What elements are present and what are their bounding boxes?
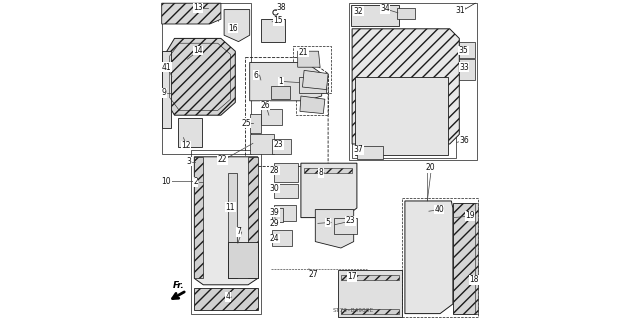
Polygon shape xyxy=(274,163,297,182)
Polygon shape xyxy=(224,10,250,42)
Polygon shape xyxy=(274,205,296,221)
Polygon shape xyxy=(250,134,274,154)
Text: 41: 41 xyxy=(162,63,171,72)
Text: 26: 26 xyxy=(261,101,270,110)
Polygon shape xyxy=(261,19,285,42)
Polygon shape xyxy=(272,208,283,222)
Polygon shape xyxy=(194,288,258,310)
Text: ST73-B4900E: ST73-B4900E xyxy=(333,308,374,313)
Text: 21: 21 xyxy=(299,48,308,57)
Text: 12: 12 xyxy=(181,141,190,150)
Polygon shape xyxy=(248,157,258,278)
Polygon shape xyxy=(304,168,352,173)
Polygon shape xyxy=(194,157,258,285)
Polygon shape xyxy=(357,146,382,159)
Polygon shape xyxy=(228,242,258,278)
Text: 25: 25 xyxy=(241,119,251,128)
Text: 6: 6 xyxy=(254,71,259,80)
Text: 28: 28 xyxy=(270,166,280,175)
Text: 8: 8 xyxy=(318,168,323,177)
Text: 10: 10 xyxy=(162,177,171,186)
Polygon shape xyxy=(352,29,459,144)
Text: 24: 24 xyxy=(270,234,280,243)
Text: 3: 3 xyxy=(187,157,192,166)
Polygon shape xyxy=(459,59,475,80)
Text: 31: 31 xyxy=(455,6,465,15)
Polygon shape xyxy=(341,275,399,280)
Polygon shape xyxy=(338,270,402,317)
Polygon shape xyxy=(178,118,202,147)
Text: 27: 27 xyxy=(309,270,318,279)
Polygon shape xyxy=(297,51,320,67)
Polygon shape xyxy=(405,201,453,314)
Text: 40: 40 xyxy=(434,205,444,214)
Polygon shape xyxy=(315,210,354,248)
Text: 18: 18 xyxy=(469,276,478,284)
Text: 34: 34 xyxy=(380,4,390,13)
Polygon shape xyxy=(299,77,326,93)
Text: Fr.: Fr. xyxy=(173,281,184,290)
Text: 39: 39 xyxy=(270,208,280,217)
Text: 36: 36 xyxy=(459,136,469,145)
Text: 23: 23 xyxy=(346,216,355,225)
Polygon shape xyxy=(355,77,448,155)
Text: 9: 9 xyxy=(162,88,166,97)
Polygon shape xyxy=(334,218,357,234)
Polygon shape xyxy=(350,5,399,26)
Text: 5: 5 xyxy=(326,218,331,227)
Text: 13: 13 xyxy=(193,4,203,12)
Polygon shape xyxy=(228,173,237,278)
Text: 2: 2 xyxy=(193,177,198,186)
Polygon shape xyxy=(272,139,291,154)
Polygon shape xyxy=(341,309,399,314)
Text: 22: 22 xyxy=(218,156,227,164)
Text: 33: 33 xyxy=(459,63,469,72)
Polygon shape xyxy=(397,8,415,19)
Polygon shape xyxy=(261,109,282,125)
Polygon shape xyxy=(250,62,322,101)
Text: 1: 1 xyxy=(278,77,283,86)
Polygon shape xyxy=(459,42,475,58)
Text: 35: 35 xyxy=(459,46,468,55)
Polygon shape xyxy=(303,70,328,90)
Text: 17: 17 xyxy=(347,272,357,281)
Polygon shape xyxy=(300,96,325,114)
Text: 29: 29 xyxy=(270,220,280,228)
Text: 19: 19 xyxy=(465,212,475,220)
Polygon shape xyxy=(272,230,292,246)
Text: 23: 23 xyxy=(274,140,283,149)
Polygon shape xyxy=(162,51,171,128)
Text: 32: 32 xyxy=(354,7,363,16)
Text: 37: 37 xyxy=(354,145,364,154)
Text: 20: 20 xyxy=(426,164,435,172)
Polygon shape xyxy=(453,203,476,314)
Polygon shape xyxy=(301,163,357,218)
Text: 38: 38 xyxy=(277,4,287,12)
Polygon shape xyxy=(271,86,290,99)
Polygon shape xyxy=(274,184,297,198)
Text: 15: 15 xyxy=(274,16,283,25)
Polygon shape xyxy=(165,38,235,115)
Text: 16: 16 xyxy=(228,24,238,33)
Text: 14: 14 xyxy=(193,46,203,55)
Polygon shape xyxy=(250,114,261,133)
Polygon shape xyxy=(162,3,221,24)
Polygon shape xyxy=(194,157,203,278)
Text: 7: 7 xyxy=(236,228,241,236)
Text: 4: 4 xyxy=(225,292,231,301)
Polygon shape xyxy=(475,203,478,314)
Text: 30: 30 xyxy=(270,184,280,193)
Text: 11: 11 xyxy=(225,203,235,212)
